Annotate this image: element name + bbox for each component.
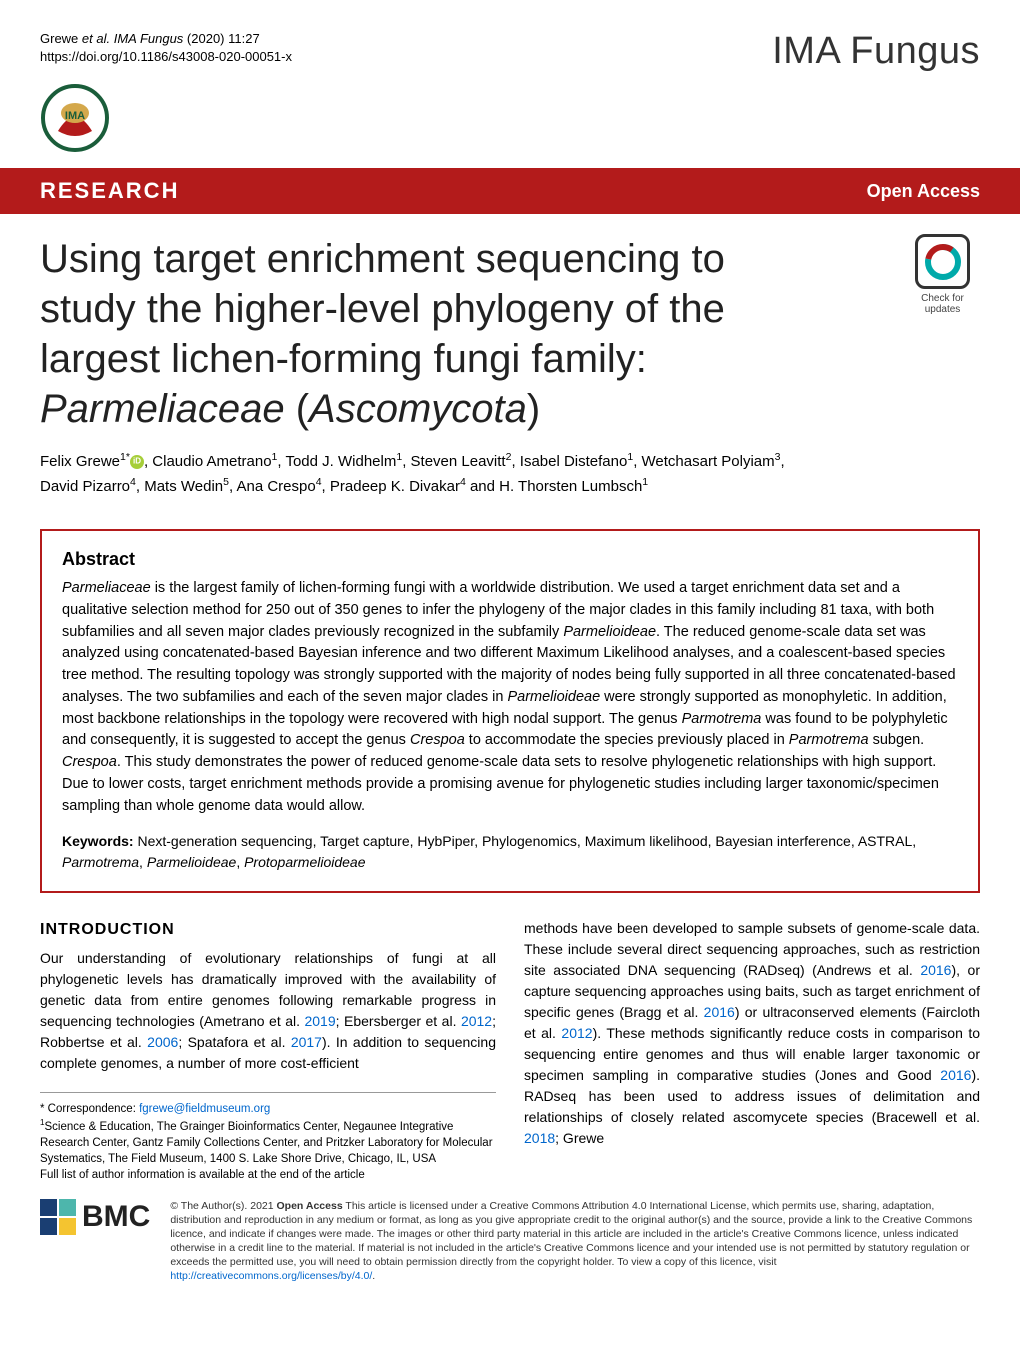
header-top: Grewe et al. IMA Fungus (2020) 11:27 htt… — [0, 0, 1020, 83]
open-access-label: Open Access — [867, 181, 980, 202]
bmc-text: BMC — [82, 1200, 150, 1234]
title-row: Using target enrichment sequencing to st… — [0, 214, 1020, 449]
bmc-squares-icon — [40, 1199, 76, 1235]
ref-link[interactable]: 2012 — [561, 1025, 592, 1041]
ima-logo: IMA — [40, 83, 110, 153]
intro-paragraph-left: Our understanding of evolutionary relati… — [40, 948, 496, 1074]
check-updates-badge[interactable]: Check for updates — [905, 234, 980, 315]
citation-block: Grewe et al. IMA Fungus (2020) 11:27 htt… — [40, 30, 292, 66]
footer-row: BMC © The Author(s). 2021 Open Access Th… — [0, 1199, 1020, 1304]
ref-link[interactable]: 2016 — [704, 1004, 735, 1020]
bmc-logo: BMC — [40, 1199, 150, 1235]
author-5: , Isabel Distefano — [511, 453, 627, 470]
author-4: , Steven Leavitt — [402, 453, 505, 470]
ref-link[interactable]: 2012 — [461, 1013, 492, 1029]
abstract-heading: Abstract — [62, 549, 958, 570]
check-updates-icon — [915, 234, 970, 289]
ima-logo-svg: IMA — [40, 83, 110, 153]
title-line4-close: ) — [527, 387, 540, 431]
full-list-note: Full list of author information is avail… — [40, 1167, 496, 1183]
author-2: , Claudio Ametrano — [144, 453, 272, 470]
authors-list: Felix Grewe1*, Claudio Ametrano1, Todd J… — [0, 449, 1020, 519]
ima-text: IMA — [65, 110, 85, 122]
intro-paragraph-right: methods have been developed to sample su… — [524, 918, 980, 1149]
author-6: , Wetchasart Polyiam — [633, 453, 774, 470]
divider — [40, 1092, 496, 1093]
author-10: , Pradeep K. Divakar — [322, 478, 460, 495]
title-line4-rest: ( — [285, 387, 309, 431]
title-line3: largest lichen-forming fungi family: — [40, 337, 647, 381]
citation-journal-inline: et al. IMA Fungus — [82, 31, 183, 46]
correspondence-block: * Correspondence: fgrewe@fieldmuseum.org… — [40, 1101, 496, 1183]
title-line4-italic2: Ascomycota — [309, 387, 527, 431]
correspondence-label: * Correspondence: — [40, 1103, 139, 1115]
ref-link[interactable]: 2016 — [940, 1067, 971, 1083]
citation-year-vol: (2020) 11:27 — [183, 31, 259, 46]
ref-link[interactable]: 2019 — [304, 1013, 335, 1029]
right-column: methods have been developed to sample su… — [524, 918, 980, 1183]
intro-heading: INTRODUCTION — [40, 918, 496, 942]
left-column: INTRODUCTION Our understanding of evolut… — [40, 918, 496, 1183]
keywords-label: Keywords: — [62, 833, 137, 849]
affiliation-text: Science & Education, The Grainger Bioinf… — [40, 1121, 493, 1165]
research-bar: RESEARCH Open Access — [0, 168, 1020, 214]
article-title: Using target enrichment sequencing to st… — [40, 234, 885, 434]
ref-link[interactable]: 2018 — [524, 1130, 555, 1146]
journal-title: IMA Fungus — [772, 30, 980, 73]
author-1: Felix Grewe — [40, 453, 120, 470]
keywords: Keywords: Next-generation sequencing, Ta… — [62, 831, 958, 873]
title-line4-italic: Parmeliaceae — [40, 387, 285, 431]
citation-authors: Grewe — [40, 31, 82, 46]
title-line1: Using target enrichment sequencing to — [40, 237, 725, 281]
doi-line: https://doi.org/10.1186/s43008-020-00051… — [40, 48, 292, 66]
author-7: David Pizarro — [40, 478, 130, 495]
research-label: RESEARCH — [40, 178, 179, 204]
body-columns: INTRODUCTION Our understanding of evolut… — [0, 918, 1020, 1198]
abstract-box: Abstract Parmeliaceae is the largest fam… — [40, 529, 980, 893]
title-line2: study the higher-level phylogeny of the — [40, 287, 725, 331]
license-text: © The Author(s). 2021 Open Access This a… — [170, 1199, 980, 1284]
abstract-text: Parmeliaceae is the largest family of li… — [62, 578, 958, 817]
orcid-icon[interactable] — [130, 455, 144, 469]
author-8: , Mats Wedin — [136, 478, 223, 495]
author-3: , Todd J. Widhelm — [277, 453, 396, 470]
author-9: , Ana Crespo — [229, 478, 316, 495]
author-11: and H. Thorsten Lumbsch — [466, 478, 642, 495]
ref-link[interactable]: 2017 — [291, 1034, 322, 1050]
check-updates-text: Check for updates — [905, 293, 980, 315]
correspondence-email[interactable]: fgrewe@fieldmuseum.org — [139, 1103, 270, 1115]
open-access-bold: Open Access — [277, 1200, 343, 1212]
logo-row: IMA — [0, 83, 1020, 168]
ref-link[interactable]: 2016 — [920, 962, 951, 978]
license-link[interactable]: http://creativecommons.org/licenses/by/4… — [170, 1270, 372, 1282]
ref-link[interactable]: 2006 — [147, 1034, 178, 1050]
